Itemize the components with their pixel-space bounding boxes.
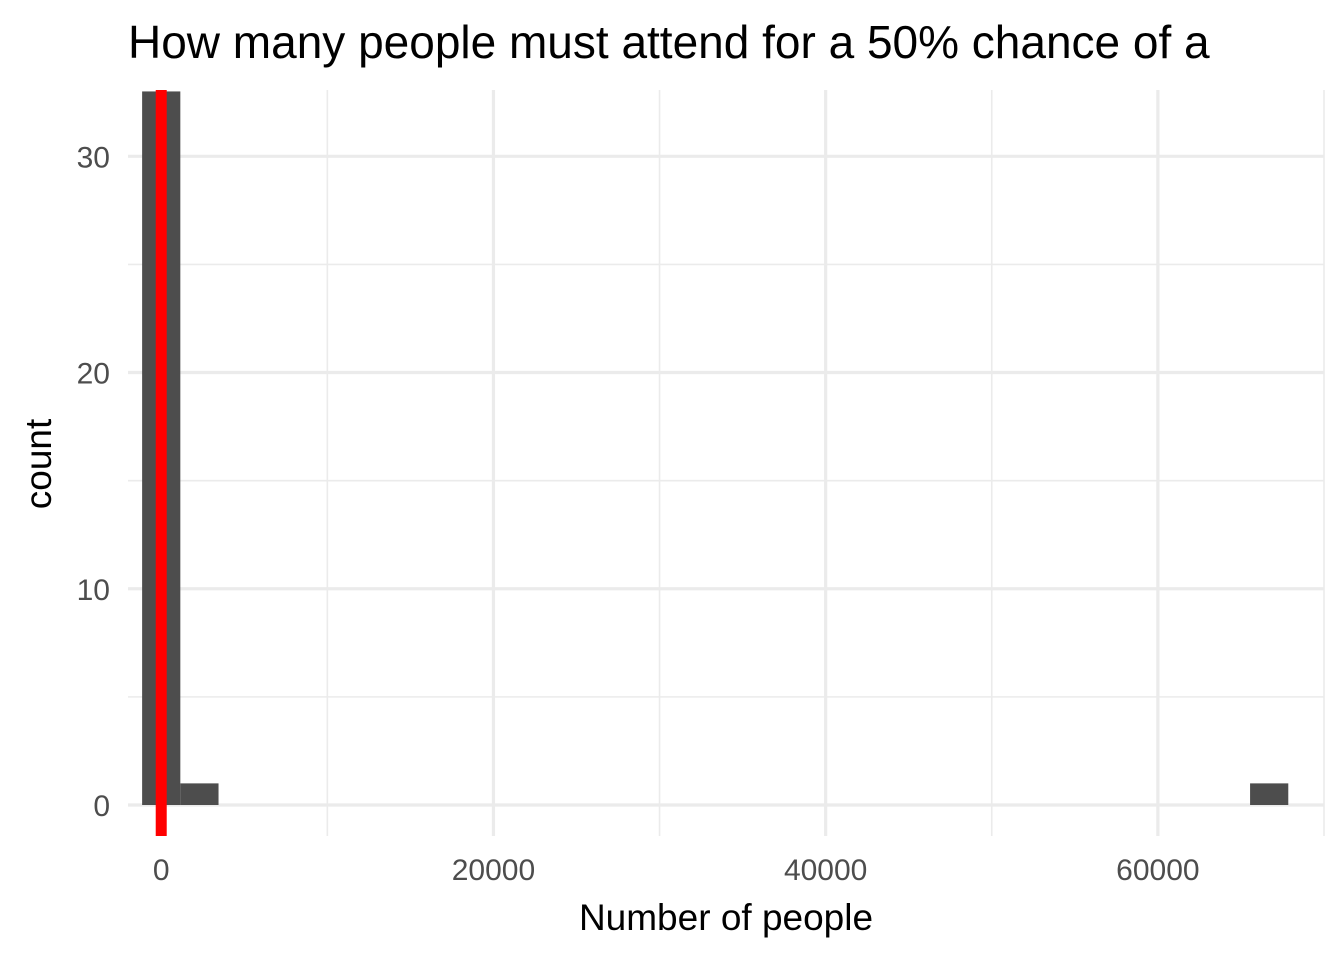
x-tick-label: 40000 [784, 854, 867, 887]
y-axis-title: count [18, 418, 59, 509]
grid-lines [128, 90, 1325, 836]
y-tick-label: 20 [77, 358, 110, 391]
histogram-bar [180, 783, 219, 805]
tick-labels: 0 20000 40000 60000 0 10 20 30 [77, 141, 1200, 887]
histogram-bar [1250, 783, 1289, 805]
x-axis-title: Number of people [579, 897, 873, 938]
x-tick-label: 0 [153, 854, 170, 887]
y-tick-label: 0 [93, 790, 110, 823]
y-tick-label: 30 [77, 141, 110, 174]
x-tick-label: 60000 [1116, 854, 1199, 887]
chart-title: How many people must attend for a 50% ch… [128, 16, 1210, 68]
y-tick-label: 10 [77, 574, 110, 607]
x-tick-label: 20000 [452, 854, 535, 887]
histogram-bars [142, 91, 1289, 805]
